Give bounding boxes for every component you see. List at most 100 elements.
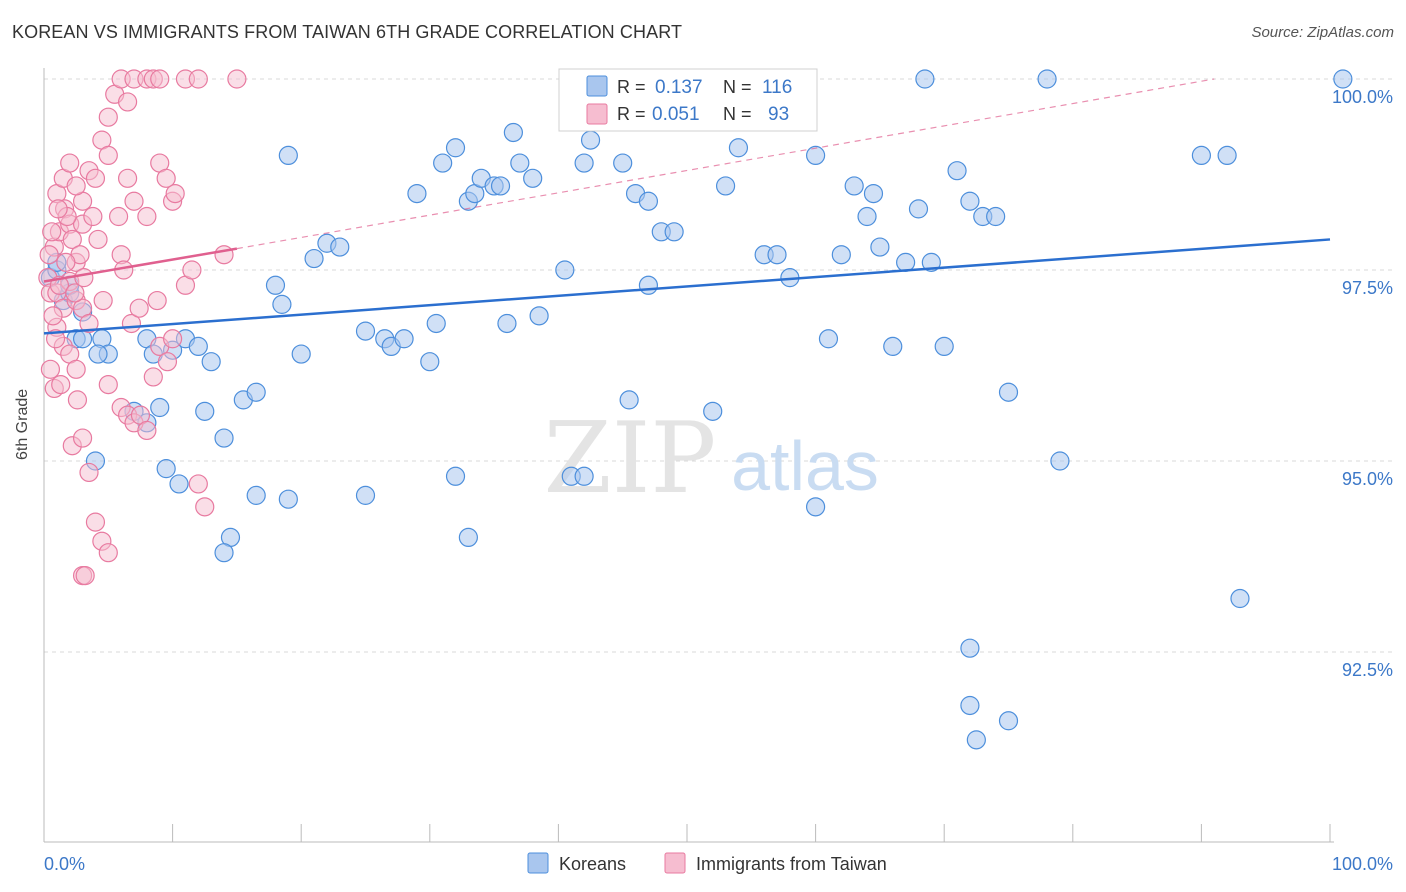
korean-point xyxy=(201,352,221,372)
watermark: ZIP atlas xyxy=(544,402,879,516)
korean-point xyxy=(330,237,350,257)
taiwan-point xyxy=(108,206,129,227)
legend-swatch-koreans xyxy=(586,75,608,97)
bottom-legend-label-koreans: Koreans xyxy=(559,854,626,874)
korean-point xyxy=(703,401,723,421)
taiwan-point xyxy=(214,245,234,265)
korean-point xyxy=(1230,588,1250,609)
korean-point xyxy=(355,485,376,505)
taiwan-point xyxy=(43,306,63,326)
korean-point xyxy=(728,138,749,158)
axes xyxy=(43,68,1334,843)
korean-point xyxy=(426,313,446,334)
taiwan-point xyxy=(74,268,94,288)
legend-r-label-koreans: R = xyxy=(617,77,646,97)
korean-point xyxy=(908,199,929,219)
korean-point xyxy=(195,401,215,421)
taiwan-point xyxy=(157,352,178,372)
taiwan-trend-line xyxy=(43,247,238,283)
korean-point xyxy=(445,466,466,486)
korean-point xyxy=(580,130,601,150)
source-label: Source: ZipAtlas.com xyxy=(1251,24,1394,41)
korean-point xyxy=(497,313,517,334)
korean-point xyxy=(523,168,543,188)
korean-point xyxy=(291,344,311,364)
taiwan-point xyxy=(83,206,103,227)
korean-point xyxy=(986,206,1006,227)
taiwan-point xyxy=(45,329,66,349)
korean-point xyxy=(805,145,826,165)
x-tick-label-0: 0.0% xyxy=(44,854,85,874)
korean-point xyxy=(638,191,659,211)
taiwan-point xyxy=(48,199,68,219)
korean-point xyxy=(490,176,511,196)
korean-point xyxy=(214,543,234,563)
korean-point xyxy=(304,248,324,269)
korean-trend-line xyxy=(43,238,1331,335)
taiwan-point xyxy=(156,168,176,188)
korean-point xyxy=(960,695,980,716)
korean-point xyxy=(613,153,633,173)
korean-point xyxy=(818,329,839,349)
taiwan-point xyxy=(75,565,95,586)
korean-point xyxy=(638,275,659,295)
korean-point xyxy=(433,153,453,173)
korean-point xyxy=(915,69,935,89)
taiwan-point xyxy=(65,283,85,303)
korean-point xyxy=(863,184,884,204)
korean-point xyxy=(529,306,549,326)
korean-point xyxy=(278,145,298,165)
bottom-legend-label-taiwan: Immigrants from Taiwan xyxy=(696,854,887,874)
korean-point xyxy=(246,485,266,505)
korean-point xyxy=(857,206,877,227)
taiwan-point xyxy=(147,290,167,311)
korean-point xyxy=(844,176,864,196)
korean-point xyxy=(246,382,266,402)
taiwan-point xyxy=(93,290,113,311)
legend-swatch-taiwan xyxy=(586,103,608,125)
y-tick-label: 97.5% xyxy=(1342,278,1393,298)
korean-point xyxy=(805,497,826,517)
taiwan-point xyxy=(98,543,118,563)
korean-point xyxy=(870,237,890,257)
korean-point xyxy=(278,489,298,509)
taiwan-point xyxy=(195,497,215,517)
korean-point xyxy=(619,390,639,410)
korean-point xyxy=(188,336,208,356)
korean-point xyxy=(966,730,986,750)
taiwan-point xyxy=(163,329,183,349)
taiwan-point xyxy=(137,420,157,441)
korean-point xyxy=(1191,145,1212,165)
korean-point xyxy=(420,352,440,372)
taiwan-point xyxy=(66,359,86,379)
korean-point xyxy=(767,245,787,265)
taiwan-point xyxy=(79,313,99,334)
taiwan-point xyxy=(182,260,202,280)
legend-n-value-taiwan: 93 xyxy=(768,104,789,125)
korean-point xyxy=(407,184,427,204)
taiwan-point xyxy=(67,390,88,410)
bottom-legend-swatch-taiwan xyxy=(664,852,686,874)
y-tick-label: 92.5% xyxy=(1342,660,1393,680)
korean-point xyxy=(998,711,1019,731)
legend-n-label-taiwan: N = xyxy=(723,104,752,124)
y-tick-labels: 100.0% 97.5% 95.0% 92.5% xyxy=(1332,87,1393,680)
taiwan-point xyxy=(129,298,149,318)
korean-point xyxy=(156,459,176,479)
korean-point xyxy=(574,466,594,486)
taiwan-point xyxy=(137,206,157,227)
y-tick-label: 100.0% xyxy=(1332,87,1393,107)
korean-point xyxy=(1333,69,1353,89)
taiwan-point xyxy=(62,229,82,250)
taiwan-point xyxy=(42,222,62,242)
x-ticks xyxy=(43,824,1331,842)
taiwan-point xyxy=(39,245,59,265)
korean-point xyxy=(831,245,851,265)
korean-point xyxy=(947,161,967,181)
korean-point xyxy=(1217,145,1237,165)
korean-point xyxy=(272,294,292,314)
data-points xyxy=(38,69,1353,750)
korean-point xyxy=(445,138,466,158)
korean-point xyxy=(355,321,376,341)
